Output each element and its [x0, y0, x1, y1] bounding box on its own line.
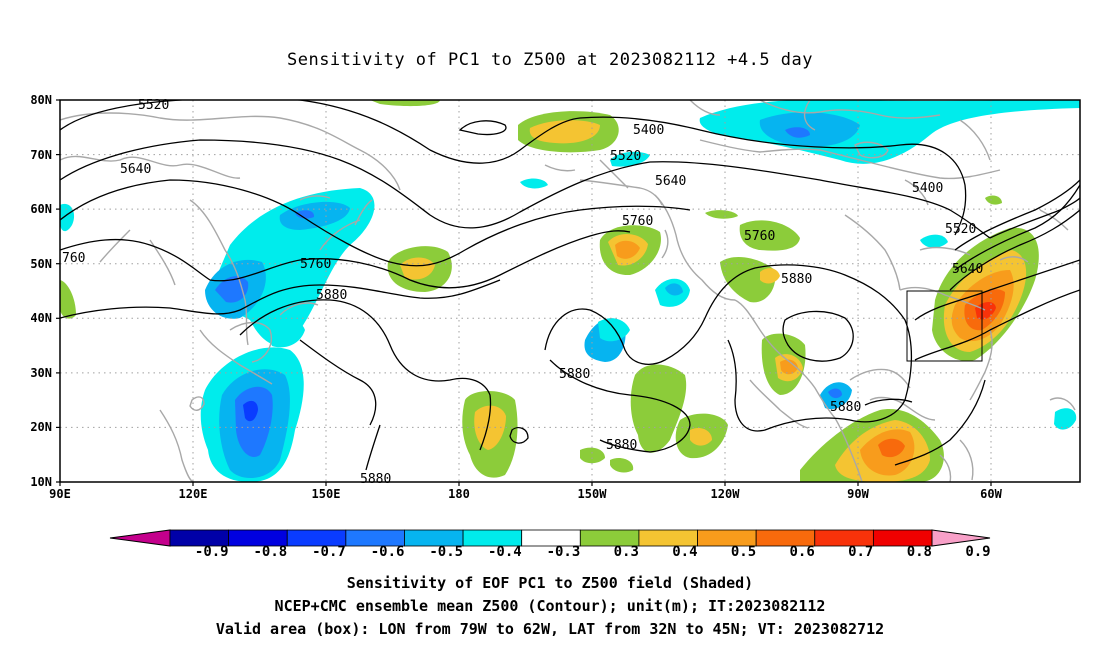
colorbar-tick-label: -0.9 — [195, 544, 229, 560]
colorbar-tick-label: -0.8 — [254, 544, 288, 560]
latitude-labels: 80N 70N 60N 50N 40N 30N 20N 10N — [30, 93, 52, 489]
map-area — [60, 100, 1080, 482]
caption-line-1: Sensitivity of EOF PC1 to Z500 field (Sh… — [346, 574, 754, 592]
lat-label: 30N — [30, 366, 52, 380]
colorbar-tick-label: 0.7 — [848, 544, 873, 560]
lon-label: 150W — [578, 487, 608, 501]
caption-line-2: NCEP+CMC ensemble mean Z500 (Contour); u… — [274, 597, 826, 615]
contour-label: 5880 — [606, 438, 637, 453]
colorbar-tick-label: -0.6 — [371, 544, 405, 560]
colorbar-tick-label: 0.5 — [731, 544, 756, 560]
contour-label: 5640 — [120, 162, 151, 177]
valid-area-box — [906, 290, 983, 362]
lon-label: 120E — [179, 487, 208, 501]
contour-label: 5640 — [655, 174, 686, 189]
colorbar-tick-label: 0.8 — [907, 544, 932, 560]
axis-ticks — [56, 99, 992, 486]
colorbar-tick-label: 0.3 — [614, 544, 639, 560]
lon-label: 180 — [448, 487, 470, 501]
contour-label: 5400 — [633, 123, 664, 138]
contour-label: 5880 — [360, 472, 391, 487]
colorbar-tick-label: 0.4 — [672, 544, 697, 560]
colorbar-arrow-right — [931, 529, 991, 547]
contour-label: 5520 — [945, 222, 976, 237]
caption-line-3: Valid area (box): LON from 79W to 62W, L… — [215, 620, 885, 638]
lon-label: 60W — [980, 487, 1002, 501]
lat-label: 80N — [30, 93, 52, 107]
contour-label: 5520 — [610, 149, 641, 164]
contour-label: 5880 — [830, 400, 861, 415]
lat-label: 60N — [30, 202, 52, 216]
colorbar-tick-label: -0.3 — [547, 544, 581, 560]
lat-label: 40N — [30, 311, 52, 325]
contour-label: 5520 — [138, 98, 169, 113]
colorbar-tick-label: -0.7 — [312, 544, 346, 560]
contour-label: 5760 — [300, 257, 331, 272]
lon-label: 120W — [711, 487, 741, 501]
contour-label: 5880 — [559, 367, 590, 382]
colorbar-tick-label: 0.9 — [965, 544, 990, 560]
lat-label: 10N — [30, 475, 52, 489]
contour-label: 5880 — [781, 272, 812, 287]
colorbar-arrow-left — [109, 529, 171, 547]
colorbar: -0.9 -0.8 -0.7 -0.6 -0.5 -0.4 -0.3 0.3 0.4 0.5 0.6… — [109, 529, 991, 560]
contour-label: 5400 — [912, 181, 943, 196]
longitude-labels: 90E 120E 150E 180 150W 120W 90W 60W — [49, 487, 1002, 501]
lat-label: 70N — [30, 148, 52, 162]
colorbar-tick-label: 0.6 — [789, 544, 814, 560]
contour-label: 5880 — [316, 288, 347, 303]
positive-sensitivity-shading — [60, 100, 1039, 482]
lat-label: 20N — [30, 420, 52, 434]
contour-label: 5760 — [622, 214, 653, 229]
contour-label: 5640 — [952, 262, 983, 277]
lon-label: 90E — [49, 487, 71, 501]
coastlines — [60, 100, 1076, 482]
colorbar-tick-label: -0.5 — [429, 544, 463, 560]
contour-label: 760 — [62, 251, 85, 266]
contour-labels: 5520 5400 5520 5640 5640 5760 760 5760 5… — [62, 98, 983, 487]
negative-sensitivity-shading — [60, 100, 1080, 482]
lat-label: 50N — [30, 257, 52, 271]
lon-label: 90W — [847, 487, 869, 501]
map-frame — [59, 99, 1081, 483]
lon-label: 150E — [312, 487, 341, 501]
chart-title: Sensitivity of PC1 to Z500 at 2023082112… — [286, 50, 813, 70]
contour-label: 5760 — [744, 229, 775, 244]
colorbar-tick-label: -0.4 — [488, 544, 522, 560]
